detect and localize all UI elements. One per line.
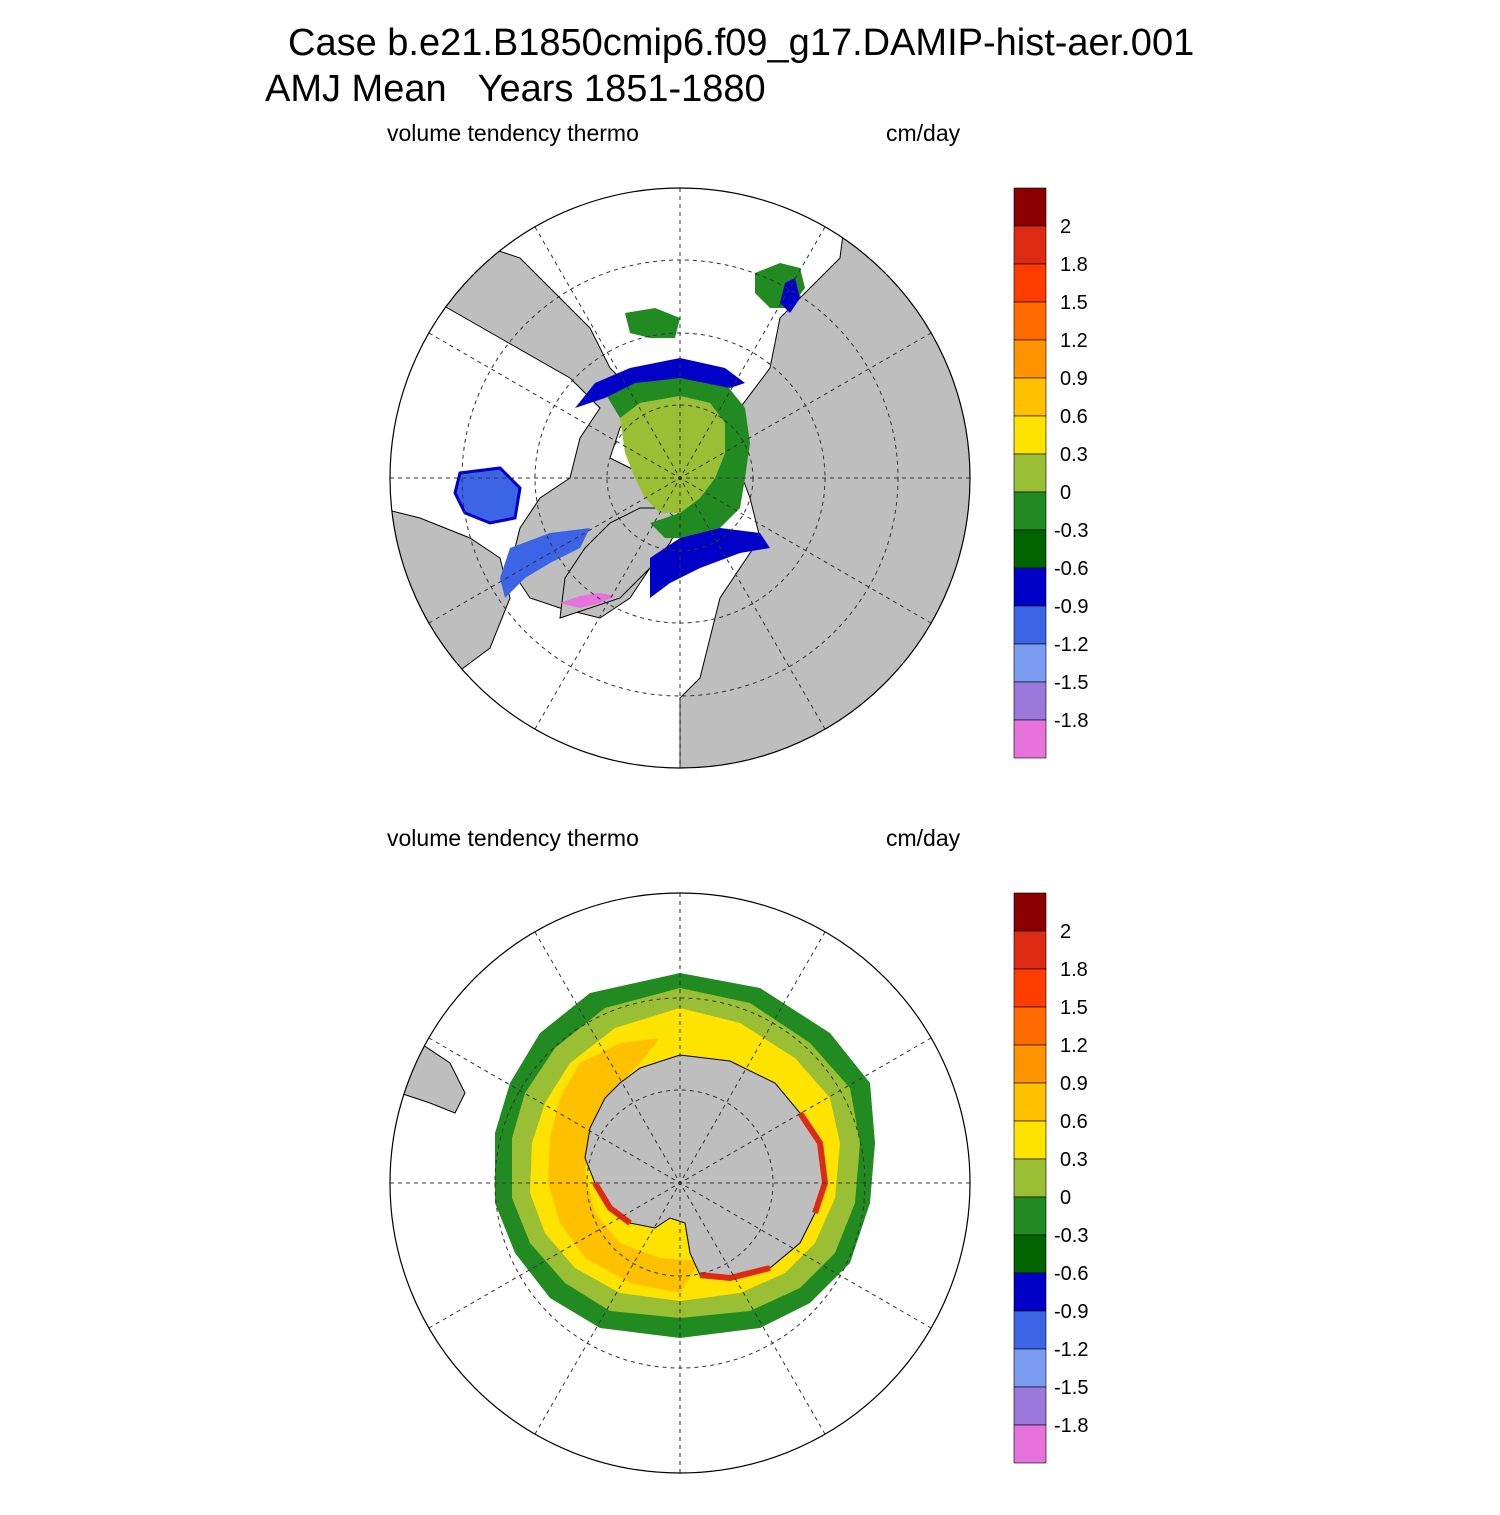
colorbar-tick-label: 0.6: [1060, 406, 1088, 428]
field-greenland-sea-pink: [560, 593, 615, 608]
graticule: [390, 188, 970, 768]
colorbar-swatch: [1013, 1158, 1047, 1198]
variable-label: volume tendency thermo: [387, 825, 639, 851]
colorbar-tick-label: -0.9: [1054, 1301, 1088, 1323]
colorbar-swatch: [1013, 1348, 1047, 1388]
colorbar-tick-label: 1.8: [1060, 959, 1088, 981]
colorbar-swatch: [1013, 968, 1047, 1008]
colorbar-swatch: [1013, 1082, 1047, 1122]
colorbar-tick-label: -1.2: [1054, 1339, 1088, 1361]
title-period: AMJ Mean Years 1851-1880: [265, 68, 766, 110]
colorbar-swatch: [1013, 1120, 1047, 1160]
south-polar-map: [389, 892, 971, 1474]
colorbar-tick-label: -1.5: [1054, 1377, 1088, 1399]
colorbar-tick-label: 1.2: [1060, 330, 1088, 352]
colorbar-tick-label: 0.3: [1060, 1149, 1088, 1171]
panel-north: volume tendency thermo cm/day: [0, 110, 1500, 810]
colorbar-tick-label: -1.8: [1054, 710, 1088, 732]
colorbar-swatch: [1013, 377, 1047, 417]
field-barents-kara: [650, 528, 770, 598]
colorbar-swatch: [1013, 567, 1047, 607]
field-central-arctic: [620, 396, 725, 513]
colorbar-swatch: [1013, 225, 1047, 265]
colorbar-tick-label: -1.5: [1054, 672, 1088, 694]
colorbar-tick-label: -0.3: [1054, 520, 1088, 542]
colorbar-north: 2 1.8 1.5 1.2 0.9 0.6 0.3 0 -0.3 -0.6 -0.9 -1.2 -1.5…: [1013, 187, 1088, 759]
colorbar-swatch: [1013, 681, 1047, 721]
colorbar-swatch: [1013, 719, 1047, 759]
panel-south: volume tendency thermo cm/day: [0, 815, 1500, 1515]
field-hudson-bay: [453, 466, 522, 525]
colorbar-swatch: [1013, 1234, 1047, 1274]
map-boundary: [389, 187, 971, 769]
colorbar-tick-label: 1.2: [1060, 1035, 1088, 1057]
colorbar-tick-label: 2: [1060, 216, 1071, 238]
colorbar-swatch: [1013, 1386, 1047, 1426]
colorbar-tick-label: 1.5: [1060, 997, 1088, 1019]
field-coast-red: [592, 1111, 829, 1282]
colorbar-swatch: [1013, 529, 1047, 569]
colorbar-tick-label: 0: [1060, 1187, 1071, 1209]
colorbar-swatch: [1013, 643, 1047, 683]
colorbar-tick-label: 0.3: [1060, 444, 1088, 466]
units-label: cm/day: [886, 120, 961, 146]
colorbar-tick-label: -1.2: [1054, 634, 1088, 656]
colorbar-swatch: [1013, 1196, 1047, 1236]
graticule: [390, 893, 970, 1473]
field-chukchi: [625, 308, 680, 338]
colorbar-tick-label: -0.9: [1054, 596, 1088, 618]
north-polar-map: [389, 187, 971, 769]
colorbar-swatch: [1013, 453, 1047, 493]
field-arctic-blue-band: [575, 358, 745, 408]
colorbar-swatch: [1013, 892, 1047, 932]
colorbar-tick-label: -0.3: [1054, 1225, 1088, 1247]
colorbar-south: 2 1.8 1.5 1.2 0.9 0.6 0.3 0 -0.3 -0.6 -0.9 -1.2 -1.5…: [1013, 892, 1088, 1464]
colorbar-swatch: [1013, 1424, 1047, 1464]
colorbar-tick-label: -0.6: [1054, 558, 1088, 580]
colorbar-swatch: [1013, 263, 1047, 303]
colorbar-tick-label: -0.6: [1054, 1263, 1088, 1285]
colorbar-tick-label: 0: [1060, 482, 1071, 504]
land-antarctica: [584, 1054, 826, 1279]
colorbar-swatch: [1013, 1006, 1047, 1046]
colorbar-tick-label: 0.9: [1060, 1073, 1088, 1095]
colorbar-swatch: [1013, 339, 1047, 379]
colorbar-swatch: [1013, 491, 1047, 531]
field-labrador: [500, 528, 590, 598]
colorbar-tick-label: 0.6: [1060, 1111, 1088, 1133]
units-label: cm/day: [886, 825, 961, 851]
colorbar-swatch: [1013, 415, 1047, 455]
colorbar-swatch: [1013, 605, 1047, 645]
map-boundary: [389, 892, 971, 1474]
colorbar-swatch: [1013, 1044, 1047, 1084]
colorbar-tick-label: 1.8: [1060, 254, 1088, 276]
colorbar-swatch: [1013, 301, 1047, 341]
colorbar-swatch: [1013, 1310, 1047, 1350]
field-arctic-margin: [605, 373, 750, 538]
colorbar-tick-label: 0.9: [1060, 368, 1088, 390]
field-orange-yellow: [548, 1038, 700, 1293]
colorbar-swatch: [1013, 187, 1047, 227]
colorbar-tick-label: 2: [1060, 921, 1071, 943]
colorbar-tick-label: -1.8: [1054, 1415, 1088, 1437]
colorbar-tick-label: 1.5: [1060, 292, 1088, 314]
colorbar-swatch: [1013, 930, 1047, 970]
colorbar-swatch: [1013, 1272, 1047, 1312]
title-case: Case b.e21.B1850cmip6.f09_g17.DAMIP-hist…: [288, 22, 1195, 64]
variable-label: volume tendency thermo: [387, 120, 639, 146]
